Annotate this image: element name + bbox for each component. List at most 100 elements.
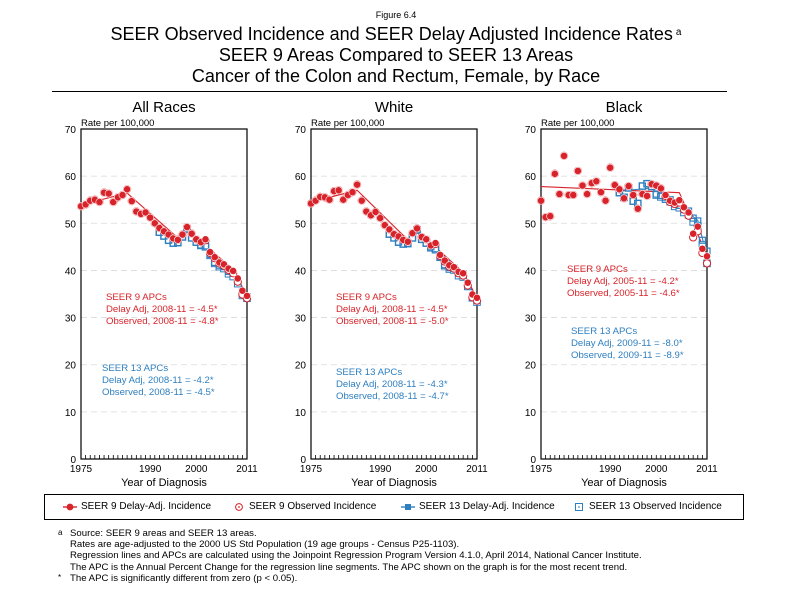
- point-seer9-delay-adj: [95, 198, 104, 206]
- footnote: The APC is the Annual Percent Change for…: [70, 561, 628, 573]
- point-seer9-delay-adj: [661, 191, 670, 199]
- point-seer9-delay-adj: [339, 195, 348, 204]
- point-seer9-delay-adj: [684, 208, 693, 217]
- open-circle-icon: [235, 502, 243, 511]
- x-tick-label: 2000: [185, 464, 208, 475]
- point-seer9-delay-adj: [473, 293, 481, 302]
- point-seer9-delay-adj: [560, 151, 568, 160]
- x-tick-label: 1975: [70, 464, 93, 475]
- point-seer9-delay-adj: [123, 185, 132, 194]
- x-tick-label: 2000: [415, 464, 438, 475]
- point-seer9-delay-adj: [403, 237, 412, 246]
- point-seer9-delay-adj: [187, 229, 196, 238]
- y-tick-label: 0: [530, 455, 536, 466]
- apc-annotation-seer9: Observed, 2008-11 = -4.8*: [106, 316, 219, 327]
- point-seer9-delay-adj: [371, 208, 380, 216]
- point-seer9-delay-adj: [620, 194, 628, 203]
- point-seer9-delay-adj: [629, 191, 638, 199]
- panel-title: White: [375, 99, 413, 116]
- apc-annotation-seer9: Delay Adj, 2005-11 = -4.2*: [567, 276, 679, 287]
- y-tick-label: 20: [295, 361, 307, 372]
- chart-title-line3: Cancer of the Colon and Rectum, Female, …: [191, 66, 601, 86]
- filled-circle-icon: [63, 503, 77, 510]
- legend: SEER 9 Delay-Adj. Incidence SEER 9 Obser…: [44, 494, 744, 520]
- point-seer9-delay-adj: [550, 169, 559, 178]
- apc-annotation-seer9: Delay Adj, 2008-11 = -4.5*: [336, 304, 448, 315]
- x-tick-label: 1990: [599, 464, 622, 475]
- point-seer9-delay-adj: [656, 184, 665, 193]
- point-seer9-delay-adj: [569, 191, 578, 199]
- y-tick-label: 0: [70, 455, 76, 466]
- regression-line-seer9: [80, 192, 248, 297]
- legend-item-seer9-observed: SEER 9 Observed Incidence: [233, 501, 376, 512]
- x-axis-label: Year of Diagnosis: [121, 477, 207, 489]
- point-seer9-delay-adj: [633, 204, 642, 213]
- point-seer9-delay-adj: [431, 239, 440, 247]
- point-seer9-delay-adj: [206, 248, 215, 256]
- point-seer9-delay-adj: [334, 186, 343, 195]
- open-square-icon: [575, 502, 583, 511]
- y-tick-label: 40: [525, 266, 537, 277]
- chart-panel-white: White Rate per 100,000 0 10 20 30 40 50 60 70 1975…: [295, 99, 488, 489]
- apc-annotation-seer9: Observed, 2005-11 = -4.6*: [567, 288, 680, 299]
- y-tick-label: 70: [65, 125, 77, 136]
- apc-annotation-seer13: Observed, 2009-11 = -8.9*: [571, 350, 684, 361]
- point-seer9-delay-adj: [150, 219, 159, 228]
- point-seer9-delay-adj: [680, 203, 688, 212]
- panel-title: Black: [606, 99, 643, 116]
- point-seer9-delay-adj: [183, 223, 191, 231]
- point-seer9-delay-adj: [238, 286, 247, 295]
- point-seer9-delay-adj: [146, 213, 155, 222]
- point-seer9-delay-adj: [385, 225, 394, 234]
- chart-panel-black: Black Rate per 100,000 0 10 20 30 40 50 60 70 1975…: [525, 99, 718, 489]
- x-tick-label: 2011: [696, 464, 718, 475]
- apc-annotation-seer9: Observed, 2008-11 = -5.0*: [336, 316, 449, 327]
- point-seer9-delay-adj: [698, 244, 707, 253]
- filled-square-icon: [401, 503, 415, 510]
- y-tick-label: 30: [295, 314, 307, 325]
- apc-annotation-seer13: Delay Adj, 2009-11 = -8.0*: [571, 338, 683, 349]
- x-tick-label: 2011: [236, 464, 258, 475]
- point-seer9-observed: [702, 259, 712, 268]
- regression-line-seer9: [310, 189, 478, 299]
- title-divider: [52, 91, 727, 92]
- apc-annotation-seer13: SEER 13 APCs: [336, 367, 402, 378]
- y-tick-label: 70: [525, 125, 537, 136]
- point-seer9-delay-adj: [357, 196, 366, 205]
- point-seer9-delay-adj: [109, 198, 118, 206]
- point-seer9-delay-adj: [173, 235, 182, 244]
- y-axis-label: Rate per 100,000: [81, 118, 154, 129]
- point-seer9-delay-adj: [104, 189, 113, 198]
- y-tick-label: 40: [65, 266, 77, 277]
- chart-title-line2: SEER 9 Areas Compared to SEER 13 Areas: [218, 45, 574, 65]
- x-tick-label: 1990: [139, 464, 162, 475]
- point-seer9-delay-adj: [459, 269, 468, 278]
- point-seer9-delay-adj: [233, 274, 242, 283]
- y-tick-label: 60: [295, 172, 307, 183]
- point-seer9-delay-adj: [201, 235, 210, 244]
- point-seer9-delay-adj: [624, 182, 633, 190]
- point-seer13-delay-adj: [638, 182, 647, 190]
- footnote: a Source: SEER 9 areas and SEER 13 areas.: [58, 528, 257, 539]
- legend-item-seer13-observed: SEER 13 Observed Incidence: [573, 501, 722, 512]
- y-tick-label: 70: [295, 125, 307, 136]
- footnote: Rates are age-adjusted to the 2000 US St…: [70, 539, 460, 551]
- y-tick-label: 50: [295, 219, 307, 230]
- title-footnote-mark: a: [675, 27, 682, 38]
- point-seer9-delay-adj: [555, 190, 564, 198]
- point-seer9-delay-adj: [693, 222, 702, 231]
- x-tick-label: 1975: [300, 464, 323, 475]
- y-tick-label: 60: [525, 172, 537, 183]
- y-axis-label: Rate per 100,000: [311, 118, 384, 129]
- point-seer13-delay-adj: [652, 190, 660, 198]
- point-seer9-delay-adj: [141, 208, 150, 217]
- point-seer9-delay-adj: [689, 229, 698, 238]
- apc-annotation-seer9: SEER 9 APCs: [336, 292, 397, 303]
- y-tick-label: 20: [65, 361, 77, 372]
- apc-annotation-seer9: SEER 9 APCs: [106, 292, 167, 303]
- x-tick-label: 2000: [645, 464, 668, 475]
- apc-annotation-seer13: Observed, 2008-11 = -4.5*: [102, 387, 215, 398]
- y-tick-label: 10: [65, 408, 77, 419]
- chart-title-line1: SEER Observed Incidence and SEER Delay A…: [110, 24, 682, 44]
- point-seer9-delay-adj: [450, 263, 458, 272]
